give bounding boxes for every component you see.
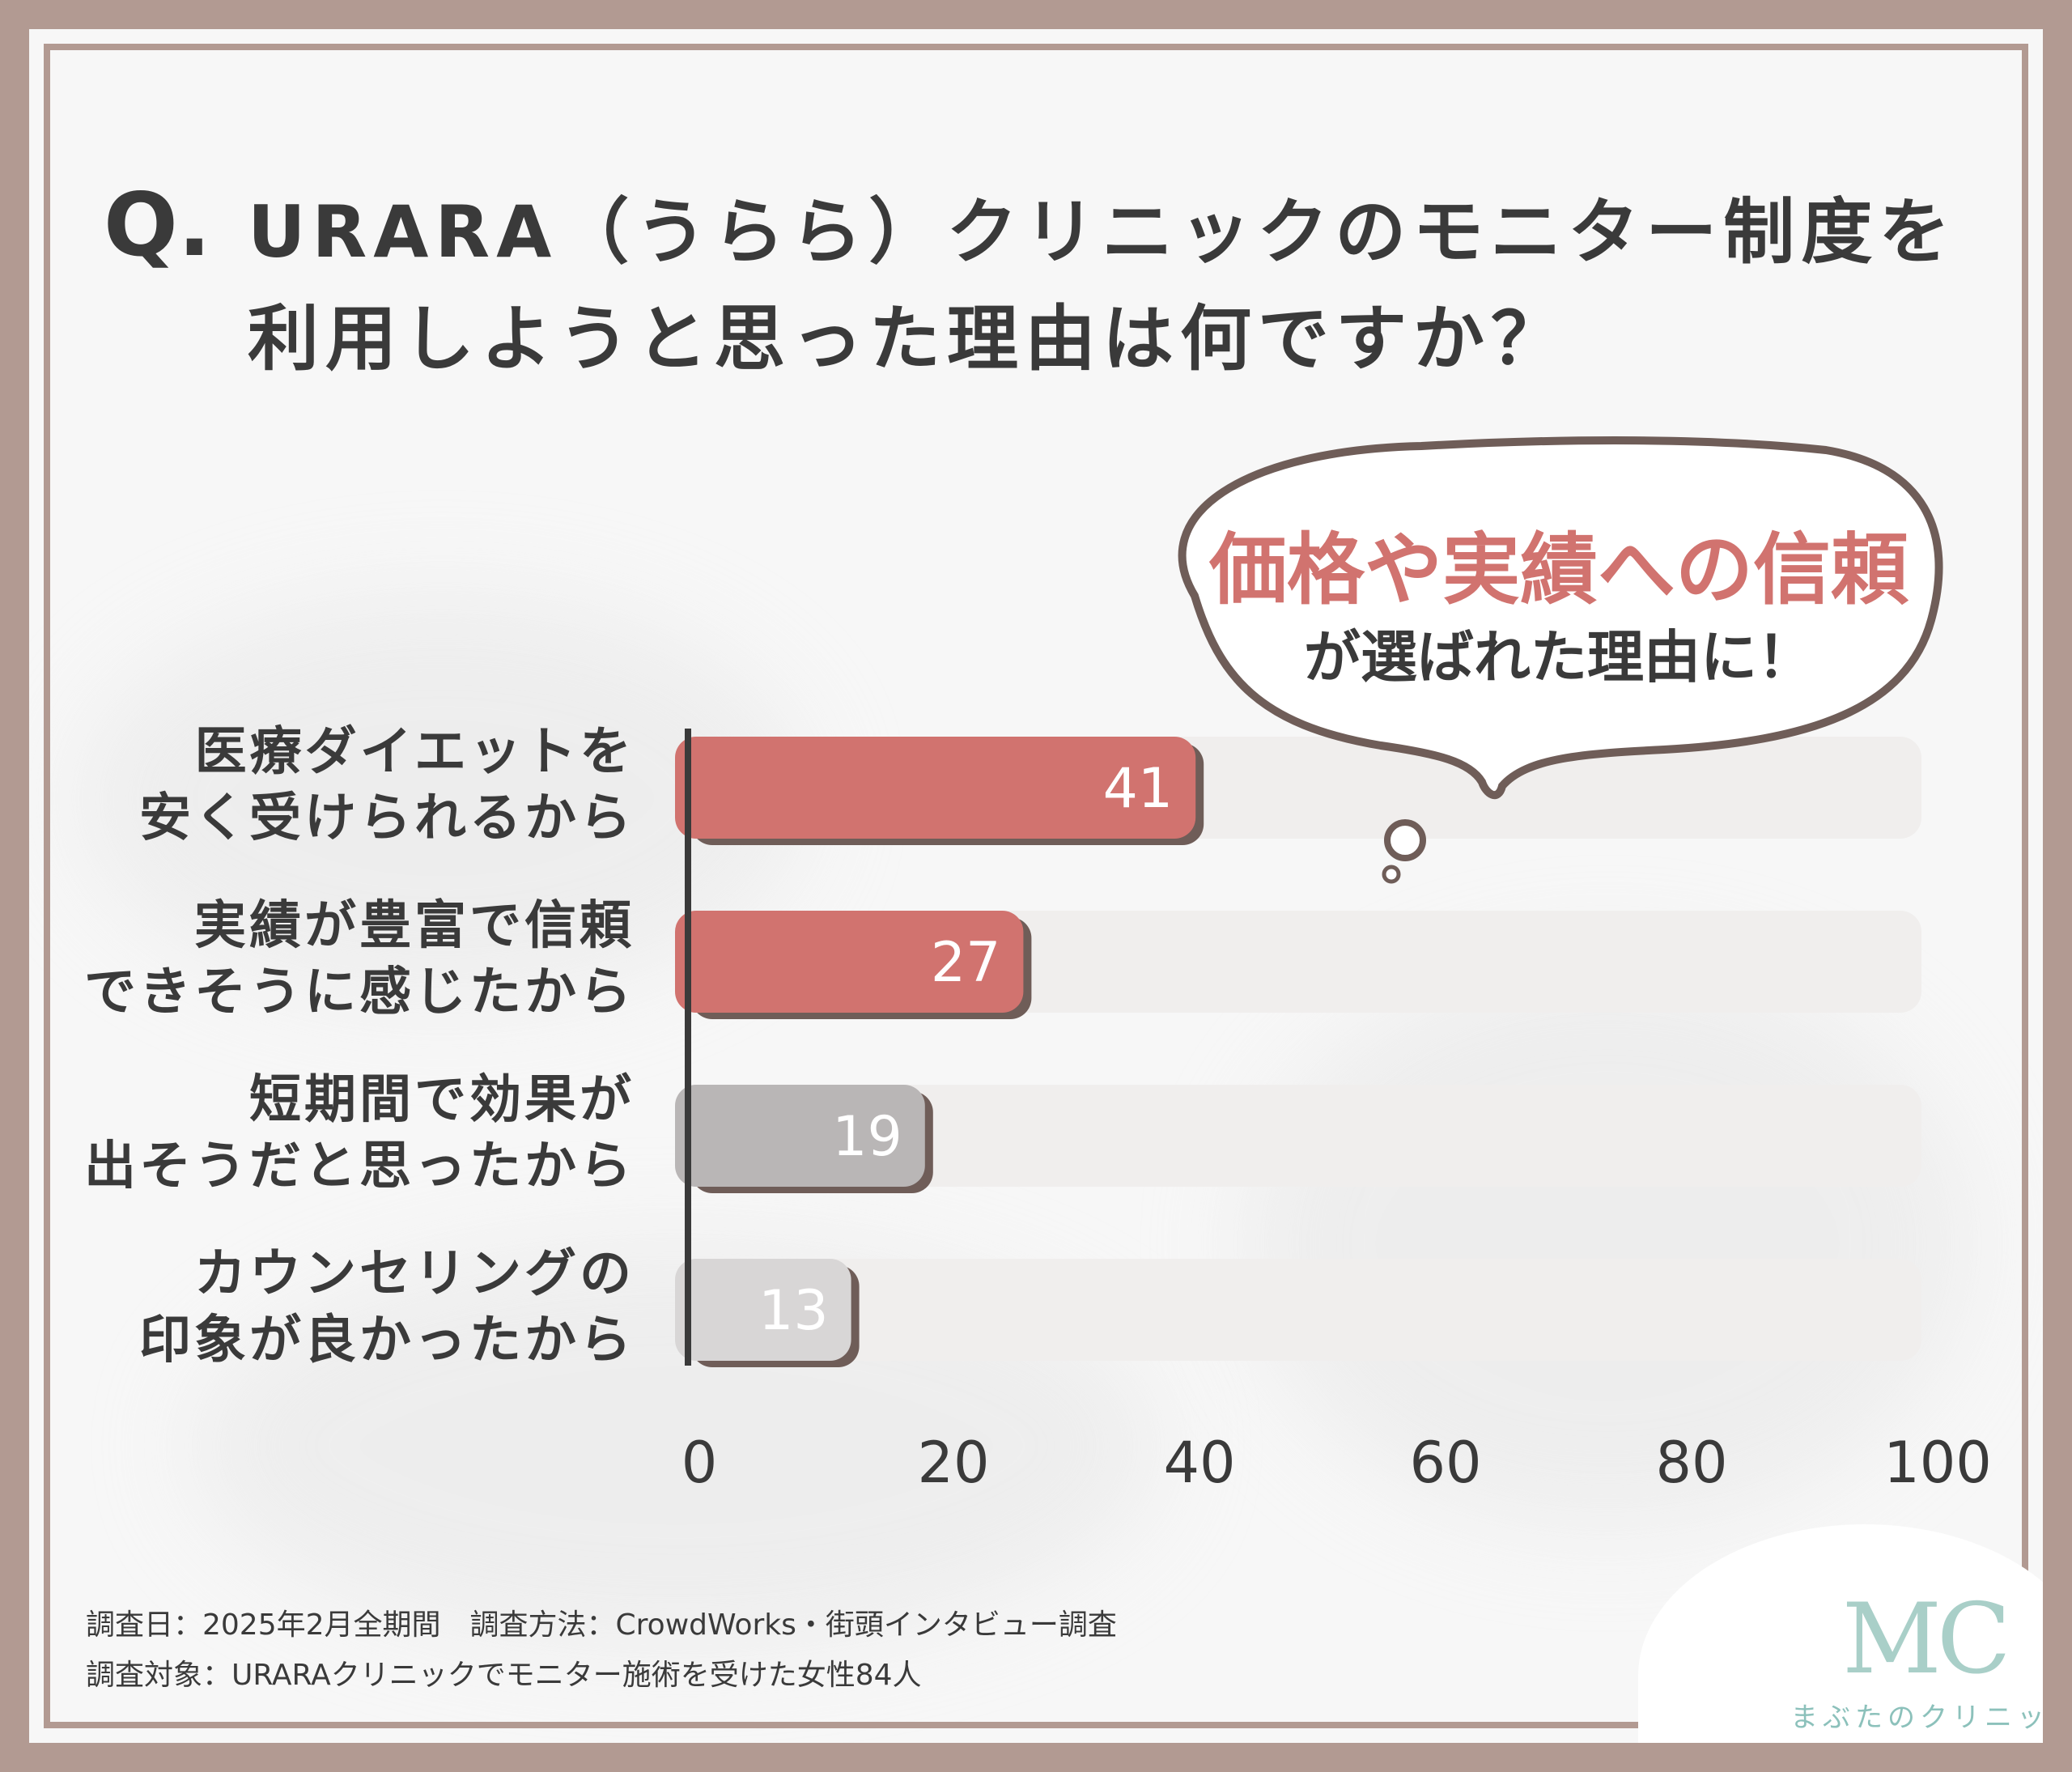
bar-value-label: 41 (1103, 757, 1174, 821)
category-label: 医療ダイエットを 安く受けられるから (29, 719, 635, 852)
thought-dot-small (1382, 865, 1401, 884)
clinic-logo-text: まぶたのクリニック (1790, 1702, 2043, 1734)
infographic-card: Q. URARA（うらら）クリニックのモニター制度を 利用しようと思った理由は何… (29, 29, 2043, 1743)
bar-chart: 41 27 19 13 (675, 729, 1921, 1367)
category-label-line: 医療ダイエットを (194, 722, 635, 782)
speech-bubble (1178, 436, 1943, 884)
category-label-line: 印象が良かったから (139, 1311, 635, 1370)
speech-bubble-shape (1178, 436, 1943, 800)
callout-headline: 価格や実績への信頼 (1209, 525, 1909, 615)
bar (675, 911, 1024, 1013)
x-tick-label: 100 (1883, 1430, 1992, 1496)
x-tick-label: 60 (1409, 1430, 1482, 1496)
bar-track (691, 1085, 1921, 1187)
bar-value-label: 13 (758, 1279, 829, 1343)
bar-track (691, 1259, 1921, 1361)
bar (675, 737, 1196, 839)
category-label: カウンセリングの印象が良かったから (29, 1241, 635, 1374)
bar (675, 1085, 925, 1187)
x-tick-label: 0 (681, 1430, 718, 1496)
page-title-line2: 利用しようと思った理由は何ですか？ (248, 297, 1569, 380)
callout-subtext: が選ばれた理由に！ (1304, 624, 1814, 691)
category-label: 実績が豊富で信頼 できそうに感じたから (29, 893, 635, 1026)
page-title-line1: URARA（うらら）クリニックのモニター制度を (248, 190, 1957, 274)
category-label-line: 安く受けられるから (139, 788, 635, 848)
thought-dot-large (1384, 819, 1426, 861)
x-tick-label: 20 (917, 1430, 990, 1496)
category-label-line: できそうに感じたから (84, 962, 635, 1022)
bar-value-label: 19 (832, 1105, 902, 1169)
category-label: 短期間で効果が出そうだと思ったから (29, 1067, 635, 1200)
category-label-line: 実績が豊富で信頼 (194, 896, 635, 956)
x-tick-label: 80 (1655, 1430, 1728, 1496)
question-mark-label: Q. (104, 175, 211, 276)
survey-footnote-line1: 調査日：2025年2月全期間 調査方法：CrowdWorks・街頭インタビュー調… (86, 1608, 1117, 1642)
bar-value-label: 27 (931, 931, 1001, 995)
survey-footnote-line2: 調査対象：URARAクリニックでモニター施術を受けた女性84人 (86, 1659, 922, 1692)
background-shade (1243, 960, 1972, 1527)
category-label-line: 短期間で効果が (249, 1070, 635, 1130)
category-label-line: 出そうだと思ったから (84, 1137, 635, 1196)
x-tick-label: 40 (1163, 1430, 1236, 1496)
bar (675, 1259, 851, 1361)
clinic-logo-icon: MC (1842, 1583, 2011, 1696)
category-label-line: カウンセリングの (194, 1244, 635, 1304)
